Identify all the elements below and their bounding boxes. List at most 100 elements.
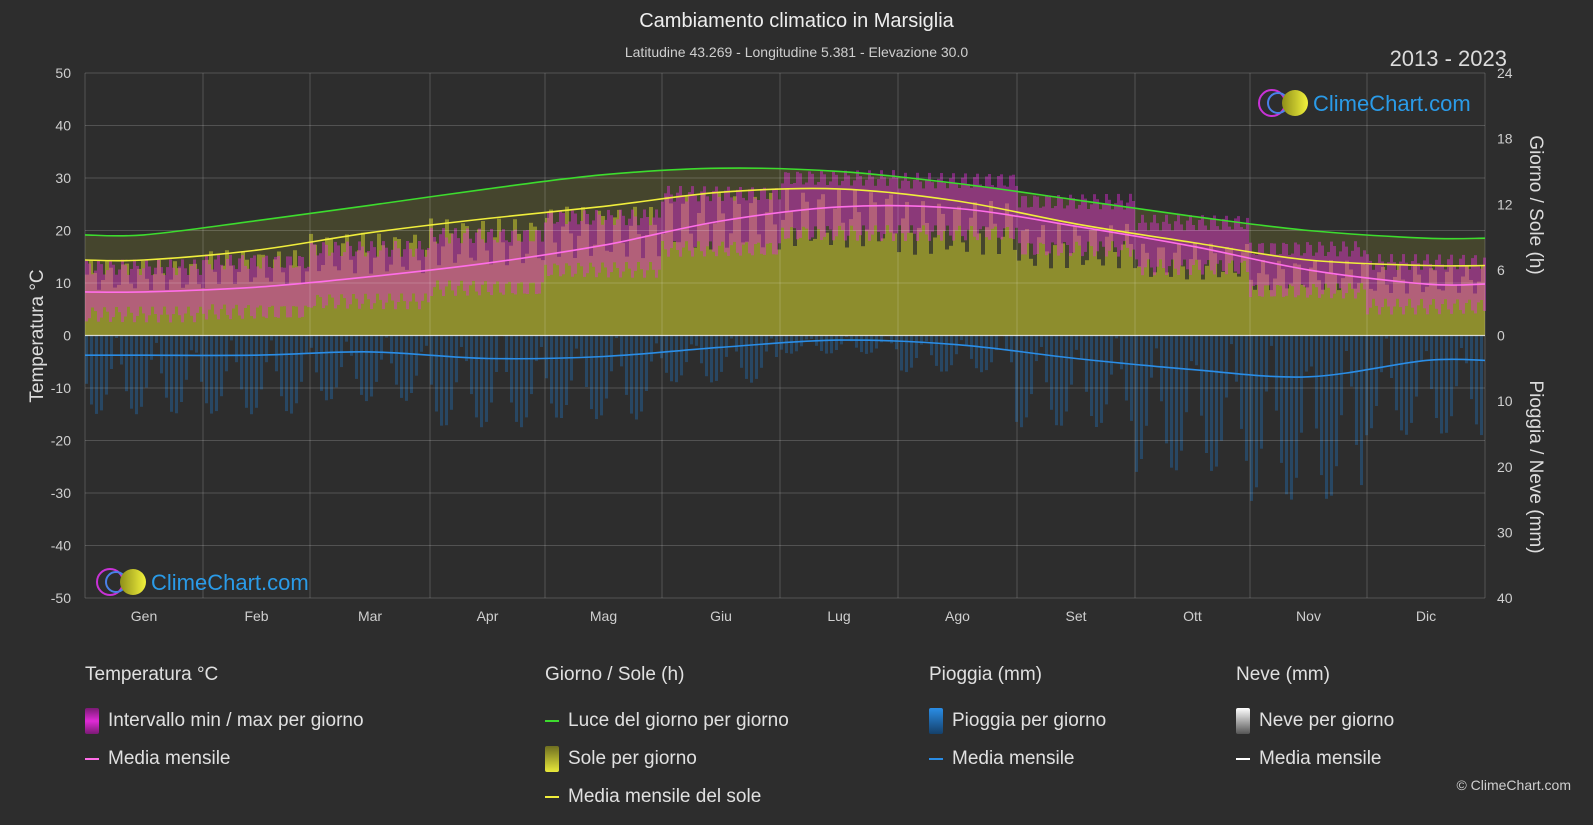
rain-bar xyxy=(1460,335,1463,348)
sunshine-bar xyxy=(85,274,89,336)
sunshine-bar xyxy=(557,256,561,336)
temp-range-bar xyxy=(1396,269,1399,299)
temp-range-bar xyxy=(790,184,793,228)
sunshine-bar xyxy=(1257,273,1261,336)
temp-range-bar xyxy=(427,248,430,303)
sunshine-bar xyxy=(1265,274,1269,336)
sunshine-bar xyxy=(1157,247,1161,336)
temp-range-bar xyxy=(535,230,538,294)
temp-range-bar xyxy=(1261,243,1264,297)
sunshine-bar xyxy=(1165,272,1169,336)
rain-bar xyxy=(225,335,228,372)
rain-bar xyxy=(915,335,918,358)
temp-range-bar xyxy=(670,194,673,249)
rain-bar xyxy=(415,335,418,376)
sunshine-bar xyxy=(1301,284,1305,336)
temp-range-bar xyxy=(1024,196,1027,255)
temp-range-bar xyxy=(1021,196,1024,255)
y-right-hours-tick-label: 24 xyxy=(1497,65,1513,81)
rain-bar xyxy=(1270,335,1273,346)
sunshine-bar xyxy=(285,283,289,336)
sunshine-bar xyxy=(793,246,797,336)
sunshine-bar xyxy=(421,273,425,336)
temp-range-bar xyxy=(526,230,529,294)
rain-bar xyxy=(490,335,493,403)
sunshine-bar xyxy=(1041,225,1045,336)
rain-bar xyxy=(810,335,813,339)
legend-item-daylight: Luce del giorno per giorno xyxy=(545,702,789,740)
temp-range-bar xyxy=(1135,230,1138,260)
temp-range-bar xyxy=(1336,256,1339,284)
legend-temperature: Temperatura °C Intervallo min / max per … xyxy=(85,664,364,778)
temp-range-bar xyxy=(91,274,94,308)
y-right-mm-tick-label: 40 xyxy=(1497,590,1513,606)
temp-range-bar xyxy=(1408,269,1411,299)
temp-range-bar xyxy=(1141,214,1144,276)
rain-bar xyxy=(1410,335,1413,423)
temp-range-bar xyxy=(1351,250,1354,289)
temp-range-bar xyxy=(1276,254,1279,285)
temp-range-bar xyxy=(1153,214,1156,276)
sunshine-bar xyxy=(201,288,205,336)
sunshine-bar xyxy=(449,233,453,336)
sunshine-bar xyxy=(357,250,361,336)
temp-range-bar xyxy=(502,229,505,295)
temp-range-bar xyxy=(787,172,790,239)
temp-range-bar xyxy=(913,180,916,234)
sunshine-bar xyxy=(1469,280,1473,336)
sunshine-bar xyxy=(473,260,477,336)
sunshine-bar xyxy=(389,264,393,336)
temp-range-bar xyxy=(436,243,439,281)
temp-range-bar xyxy=(628,218,631,269)
sunshine-bar xyxy=(189,264,193,336)
sunshine-bar xyxy=(409,242,413,336)
temp-range-bar xyxy=(1264,254,1267,286)
temp-range-bar xyxy=(691,186,694,257)
sunshine-bar xyxy=(941,213,945,336)
rain-bar xyxy=(695,335,698,346)
rain-mean-line xyxy=(84,339,1486,378)
temp-range-bar xyxy=(778,199,781,244)
temp-range-bar xyxy=(898,188,901,226)
rain-bar xyxy=(355,335,358,379)
sunshine-bar xyxy=(861,246,865,336)
rain-bar xyxy=(1145,335,1148,426)
sunshine-bar xyxy=(1181,266,1185,336)
rain-bar xyxy=(1120,335,1123,370)
rain-bar xyxy=(325,335,328,401)
temp-range-bar xyxy=(529,241,532,283)
sunshine-bar xyxy=(705,223,709,336)
rain-bar xyxy=(1315,335,1318,429)
temp-range-bar xyxy=(1321,245,1324,295)
temp-range-bar xyxy=(649,225,652,262)
sunshine-bar xyxy=(529,222,533,336)
rain-bar xyxy=(1450,335,1453,417)
temp-range-bar xyxy=(955,183,958,231)
sunshine-bar xyxy=(469,257,473,336)
temp-range-bar xyxy=(1168,223,1171,267)
series-lines xyxy=(84,167,1486,378)
temp-range-bar xyxy=(961,177,964,237)
rain-bar xyxy=(1205,335,1208,453)
sunshine-bar xyxy=(1069,253,1073,336)
temp-range-bar xyxy=(325,244,328,306)
sunshine-bar xyxy=(553,242,557,336)
temp-range-bar xyxy=(1192,225,1195,265)
temp-range-bar xyxy=(298,256,301,318)
rain-bar xyxy=(615,335,618,339)
sunshine-bar xyxy=(393,237,397,336)
sunshine-bar xyxy=(253,277,257,336)
temp-range-bar xyxy=(946,188,949,226)
temp-range-bar xyxy=(568,221,571,266)
sunshine-bar xyxy=(669,203,673,336)
y-left-tick-label: -40 xyxy=(51,538,71,554)
temp-range-bar xyxy=(601,224,604,263)
rain-bar xyxy=(1285,335,1288,495)
rain-bar xyxy=(305,335,308,353)
sunshine-bar xyxy=(149,290,153,336)
sunshine-bar xyxy=(849,219,853,336)
temp-range-bar xyxy=(130,268,133,313)
temp-range-bar xyxy=(559,210,562,277)
sunshine-bar xyxy=(693,247,697,336)
temp-range-bar xyxy=(1390,254,1393,315)
